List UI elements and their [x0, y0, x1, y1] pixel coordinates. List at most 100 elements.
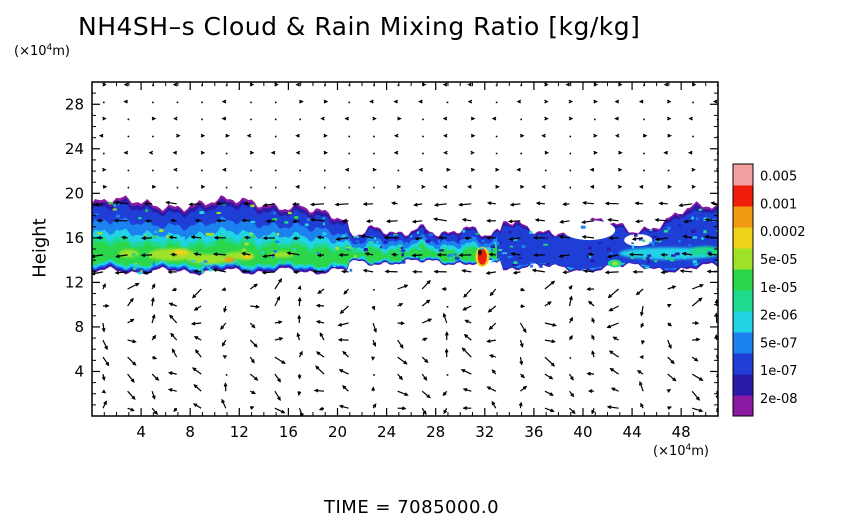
wind-vector-head: [568, 285, 573, 290]
wind-vector: [324, 186, 326, 189]
cloud-speckle: [376, 241, 379, 244]
wind-vector-head: [604, 201, 610, 206]
wind-vector-head: [519, 361, 524, 366]
x-unit-exponent: 4: [685, 443, 692, 453]
wind-vector: [192, 367, 202, 375]
wind-vector-head: [424, 358, 429, 364]
wind-vector: [221, 399, 227, 409]
wind-vector-head: [398, 303, 404, 307]
cloud-speckle: [160, 236, 164, 239]
cloud-speckle: [370, 261, 374, 265]
wind-vector: [643, 169, 645, 172]
wind-vector-head: [170, 332, 175, 337]
wind-vector-head: [516, 99, 522, 104]
wind-vector: [569, 135, 572, 138]
wind-vector-head: [130, 407, 135, 412]
wind-vector-head: [654, 237, 660, 242]
cloud-speckle: [206, 266, 211, 269]
wind-vector: [443, 313, 448, 324]
wind-vector-head: [426, 279, 431, 285]
wind-vector: [338, 322, 349, 326]
wind-vector-head: [142, 270, 148, 275]
wind-vector-head: [609, 367, 614, 372]
wind-vector-head: [278, 320, 283, 325]
wind-vector-head: [634, 201, 640, 206]
wind-vector-head: [262, 203, 268, 207]
colorbar-label: 5e-05: [760, 253, 798, 268]
wind-vector-head: [253, 343, 258, 348]
wind-vector-head: [323, 133, 328, 138]
wind-vector-head: [635, 219, 640, 224]
wind-vector-head: [411, 253, 417, 258]
wind-vector-head: [467, 99, 473, 104]
wind-vector-head: [115, 254, 120, 259]
wind-vector: [544, 339, 555, 343]
wind-vector-head: [168, 302, 174, 307]
wind-vector-head: [695, 337, 701, 342]
wind-vector-head: [512, 270, 518, 275]
wind-vector-head: [427, 318, 433, 323]
wind-vector-head: [250, 359, 255, 364]
wind-vector: [397, 390, 408, 396]
wind-vector: [667, 356, 675, 364]
wind-vector: [348, 186, 351, 189]
wind-vector: [176, 101, 179, 104]
wind-vector: [373, 186, 375, 189]
wind-vector: [250, 186, 252, 189]
cloud-speckle: [633, 233, 638, 237]
wind-vector-head: [671, 285, 677, 290]
colorbar: 2e-08 1e-07 5e-07 2e-06 1e-05 5e-05 0.0002 0.00…: [732, 163, 806, 417]
colorbar-label: 0.005: [760, 170, 797, 185]
wind-vector-head: [295, 133, 300, 138]
wind-vector-head: [604, 270, 610, 275]
wind-vector: [263, 203, 275, 206]
wind-vector-head: [253, 283, 259, 288]
wind-vector-head: [635, 291, 640, 296]
wind-vector-head: [365, 219, 371, 224]
wind-vector: [102, 339, 108, 350]
wind-vector-head: [485, 271, 491, 275]
wind-vector: [462, 269, 472, 273]
wind-vector-head: [132, 361, 137, 366]
wind-vector-head: [243, 201, 248, 206]
wind-vector-head: [152, 355, 158, 360]
cloud-speckle: [249, 232, 253, 235]
wind-vector-head: [93, 202, 99, 207]
wind-vector-head: [418, 99, 423, 104]
wind-vector: [397, 339, 404, 349]
wind-vector-head: [581, 220, 586, 224]
wind-vector-head: [421, 184, 426, 189]
wind-vector: [373, 289, 375, 291]
wind-vector: [385, 270, 398, 273]
colorbar-swatch: [733, 395, 753, 417]
cloud-speckle: [513, 261, 518, 265]
wind-vector-head: [249, 82, 255, 87]
wind-vector-head: [558, 235, 564, 239]
wind-vector-head: [193, 252, 199, 256]
wind-vector-head: [337, 337, 343, 342]
wind-vector-head: [193, 306, 199, 311]
wind-vector-head: [335, 237, 341, 241]
wind-vector-head: [173, 407, 178, 413]
cloud-speckle: [322, 222, 325, 226]
wind-vector: [315, 389, 325, 392]
cloud-speckle: [401, 253, 404, 257]
wind-vector-head: [641, 340, 645, 345]
wind-vector-head: [148, 150, 154, 155]
wind-vector-head: [168, 235, 174, 240]
wind-vector-head: [129, 297, 134, 303]
cloud-speckle: [588, 246, 592, 250]
wind-vector: [103, 101, 105, 104]
cloud-speckle: [306, 218, 311, 222]
wind-vector-head: [678, 203, 683, 208]
x-tick-label: 24: [377, 423, 396, 441]
wind-vector: [544, 281, 555, 290]
wind-vector: [102, 356, 109, 366]
wind-vector-head: [593, 133, 598, 138]
wind-vector-head: [241, 218, 246, 223]
wind-vector-head: [213, 235, 219, 240]
wind-vector: [176, 186, 179, 189]
cloud-speckle: [447, 245, 453, 249]
wind-vector-head: [423, 337, 428, 342]
wind-vector-head: [666, 116, 672, 121]
